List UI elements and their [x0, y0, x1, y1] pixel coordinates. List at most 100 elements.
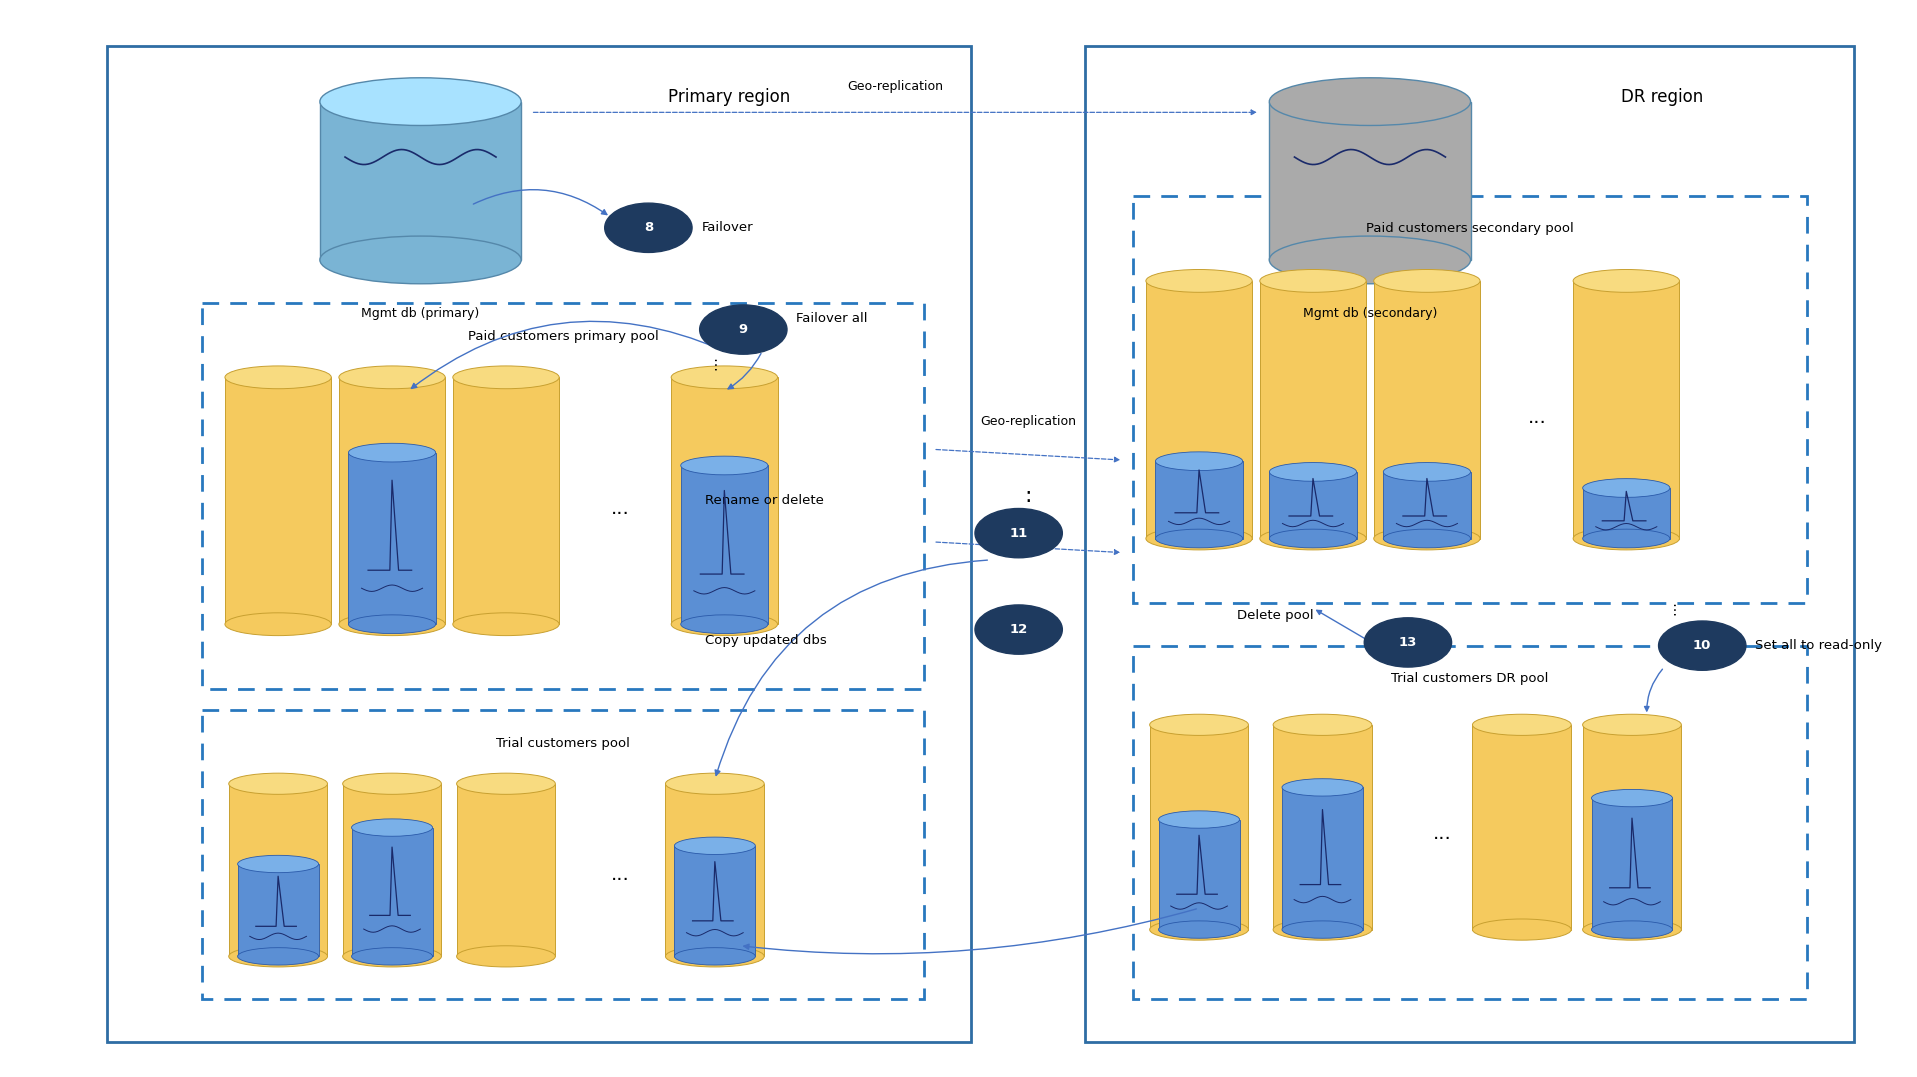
Text: Set all to read-only: Set all to read-only: [1756, 639, 1882, 653]
FancyBboxPatch shape: [228, 784, 328, 956]
Ellipse shape: [351, 819, 433, 836]
FancyBboxPatch shape: [351, 827, 433, 956]
Ellipse shape: [224, 613, 332, 635]
FancyBboxPatch shape: [1273, 725, 1373, 929]
Circle shape: [976, 605, 1062, 654]
Ellipse shape: [665, 946, 765, 967]
FancyBboxPatch shape: [1156, 461, 1242, 538]
Text: 9: 9: [738, 323, 748, 336]
Ellipse shape: [228, 773, 328, 795]
Text: 13: 13: [1399, 635, 1417, 649]
Circle shape: [700, 305, 788, 354]
Text: ...: ...: [1432, 824, 1451, 842]
Ellipse shape: [1374, 527, 1480, 550]
Text: 11: 11: [1010, 527, 1028, 540]
Ellipse shape: [1269, 529, 1357, 548]
FancyBboxPatch shape: [1472, 725, 1572, 929]
FancyBboxPatch shape: [452, 377, 560, 625]
Text: 8: 8: [644, 221, 654, 235]
FancyBboxPatch shape: [675, 845, 755, 956]
Circle shape: [1658, 621, 1746, 670]
Text: ...: ...: [1528, 408, 1547, 428]
Ellipse shape: [351, 948, 433, 965]
Ellipse shape: [1150, 919, 1248, 940]
FancyBboxPatch shape: [1158, 820, 1240, 929]
FancyBboxPatch shape: [665, 784, 765, 956]
FancyBboxPatch shape: [339, 377, 445, 625]
Ellipse shape: [456, 946, 556, 967]
Text: ⋯: ⋯: [707, 356, 723, 370]
Ellipse shape: [681, 457, 769, 475]
Ellipse shape: [1374, 269, 1480, 292]
Ellipse shape: [1269, 462, 1357, 481]
FancyBboxPatch shape: [224, 377, 332, 625]
Ellipse shape: [224, 366, 332, 389]
Ellipse shape: [1574, 527, 1679, 550]
Ellipse shape: [671, 613, 778, 635]
FancyBboxPatch shape: [1384, 472, 1470, 538]
Ellipse shape: [1583, 919, 1681, 940]
FancyBboxPatch shape: [1591, 798, 1672, 929]
Ellipse shape: [1384, 529, 1470, 548]
FancyBboxPatch shape: [1150, 725, 1248, 929]
Text: ⋯: ⋯: [1666, 601, 1681, 615]
Ellipse shape: [349, 615, 435, 633]
Text: Copy updated dbs: Copy updated dbs: [705, 633, 826, 647]
Text: ...: ...: [610, 865, 629, 884]
Circle shape: [976, 508, 1062, 558]
Circle shape: [604, 204, 692, 252]
Ellipse shape: [452, 366, 560, 389]
Ellipse shape: [1273, 919, 1373, 940]
Text: ...: ...: [610, 499, 629, 518]
Text: :: :: [1024, 486, 1031, 505]
Ellipse shape: [238, 855, 318, 872]
Ellipse shape: [339, 613, 445, 635]
Ellipse shape: [320, 236, 521, 283]
FancyBboxPatch shape: [349, 452, 435, 625]
Ellipse shape: [1591, 921, 1672, 938]
Ellipse shape: [1156, 529, 1242, 548]
FancyBboxPatch shape: [1269, 101, 1470, 260]
Ellipse shape: [675, 948, 755, 965]
Text: Geo-replication: Geo-replication: [847, 80, 943, 93]
Ellipse shape: [1150, 714, 1248, 736]
FancyBboxPatch shape: [1146, 281, 1252, 538]
FancyBboxPatch shape: [671, 377, 778, 625]
Ellipse shape: [1259, 527, 1367, 550]
Ellipse shape: [1574, 269, 1679, 292]
Ellipse shape: [452, 613, 560, 635]
Text: Geo-replication: Geo-replication: [980, 415, 1075, 428]
Text: Rename or delete: Rename or delete: [705, 494, 824, 507]
Ellipse shape: [238, 948, 318, 965]
Ellipse shape: [675, 837, 755, 854]
FancyBboxPatch shape: [1259, 281, 1367, 538]
Ellipse shape: [1384, 462, 1470, 481]
Ellipse shape: [1273, 714, 1373, 736]
FancyBboxPatch shape: [1583, 488, 1670, 538]
FancyBboxPatch shape: [238, 864, 318, 956]
Ellipse shape: [339, 366, 445, 389]
Ellipse shape: [343, 773, 441, 795]
Text: Failover: Failover: [702, 221, 753, 235]
Ellipse shape: [1259, 269, 1367, 292]
Ellipse shape: [671, 366, 778, 389]
Ellipse shape: [1591, 789, 1672, 807]
Text: 12: 12: [1010, 624, 1028, 637]
Ellipse shape: [1282, 779, 1363, 796]
Text: Mgmt db (primary): Mgmt db (primary): [362, 307, 479, 320]
Ellipse shape: [1158, 811, 1240, 828]
Text: Failover all: Failover all: [796, 312, 868, 325]
Ellipse shape: [349, 444, 435, 462]
Text: Trial customers DR pool: Trial customers DR pool: [1392, 672, 1549, 685]
Ellipse shape: [456, 773, 556, 795]
FancyBboxPatch shape: [1374, 281, 1480, 538]
Text: DR region: DR region: [1620, 88, 1702, 107]
Text: Paid customers secondary pool: Paid customers secondary pool: [1365, 223, 1574, 236]
Ellipse shape: [228, 946, 328, 967]
Text: Mgmt db (secondary): Mgmt db (secondary): [1304, 307, 1438, 320]
Ellipse shape: [1146, 269, 1252, 292]
FancyBboxPatch shape: [681, 465, 769, 625]
FancyBboxPatch shape: [1583, 725, 1681, 929]
Ellipse shape: [681, 615, 769, 633]
Text: Primary region: Primary region: [669, 88, 790, 107]
